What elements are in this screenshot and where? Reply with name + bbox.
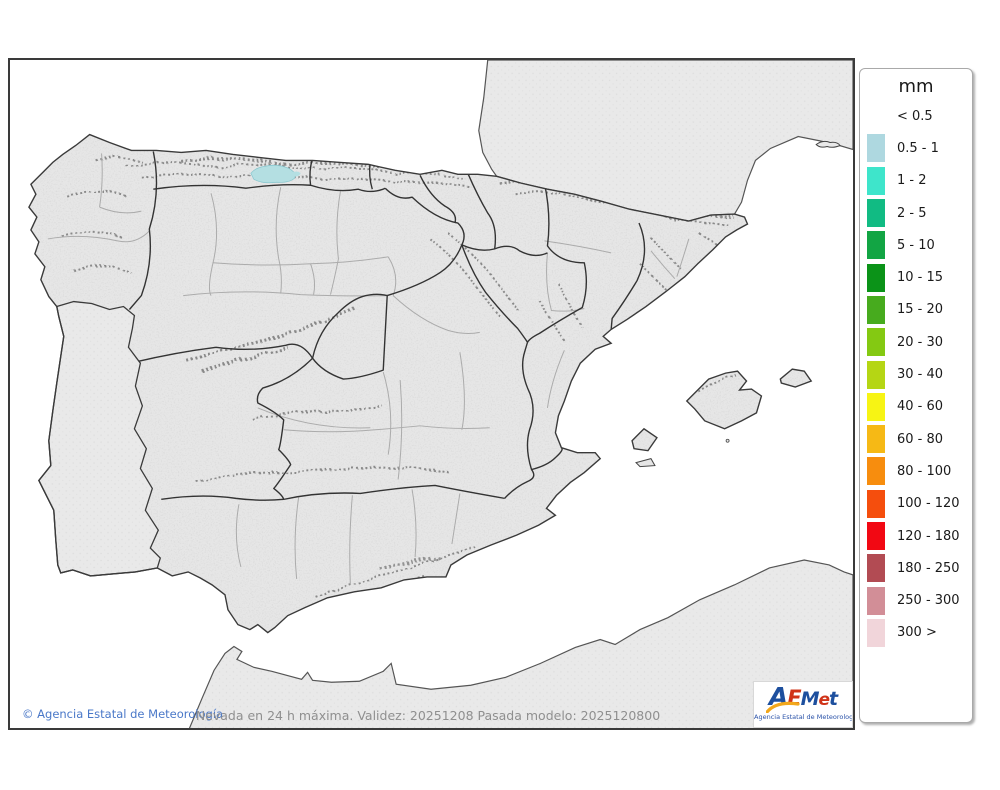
legend-label: 1 - 2 [897,173,927,189]
legend-swatch [867,134,885,163]
legend-item: 0.5 - 1 [860,132,972,164]
legend-item: < 0.5 [860,100,972,132]
map-caption: Nevada en 24 h máxima. Validez: 20251208… [195,708,661,723]
legend-label: 0.5 - 1 [897,140,939,156]
legend-item: 2 - 5 [860,197,972,229]
legend-label: 20 - 30 [897,334,944,350]
legend-swatch [867,263,885,292]
legend-swatch [867,295,885,324]
logo-subtitle: Agencia Estatal de Meteorología [754,713,853,721]
copyright-text: © Agencia Estatal de Meteorología [22,707,224,721]
legend-swatch [867,328,885,357]
legend-item: 15 - 20 [860,294,972,326]
snowfall-patch [250,164,301,184]
legend-item: 120 - 180 [860,520,972,552]
legend-swatch [867,392,885,421]
legend-label: 80 - 100 [897,463,952,479]
legend-item: 5 - 10 [860,229,972,261]
legend-label: 180 - 250 [897,560,960,576]
legend-label: 250 - 300 [897,593,960,609]
legend-item: 180 - 250 [860,552,972,584]
legend-item: 100 - 120 [860,488,972,520]
legend-panel: mm < 0.5 0.5 - 1 1 - 2 2 - 5 5 - 10 10 -… [859,68,973,723]
legend-label: 40 - 60 [897,399,944,415]
logo-swoosh-icon [766,701,800,713]
legend-label: < 0.5 [897,108,933,124]
province-borders [47,153,690,585]
coastline [28,133,813,634]
legend-label: 120 - 180 [897,528,960,544]
legend-title: mm [898,76,934,97]
legend-label: 15 - 20 [897,302,944,318]
community-borders [128,151,646,501]
aemet-logo-letters: AEMet [754,682,852,713]
legend-item: 80 - 100 [860,455,972,487]
logo-letter: M [800,688,820,710]
legend-label: 100 - 120 [897,496,960,512]
legend-label: 300 > [897,625,937,641]
aemet-logo: AEMet Agencia Estatal de Meteorología [753,681,853,728]
legend-swatch [867,231,885,260]
legend-swatch [867,618,885,647]
legend-swatch [867,554,885,583]
legend-item: 20 - 30 [860,326,972,358]
legend-label: 5 - 10 [897,237,935,253]
legend-item: 300 > [860,617,972,649]
legend-swatch [867,360,885,389]
legend-swatch [867,425,885,454]
legend-swatch [867,102,885,130]
spain-snowfall-map [10,60,853,728]
legend-item: 30 - 40 [860,358,972,390]
legend-label: 60 - 80 [897,431,944,447]
logo-letter: t [829,688,838,710]
legend-label: 30 - 40 [897,367,944,383]
legend-swatch [867,199,885,228]
legend-item: 250 - 300 [860,584,972,616]
legend-swatch [867,457,885,486]
legend-label: 2 - 5 [897,205,927,221]
legend-swatch [867,522,885,550]
legend-label: 10 - 15 [897,270,944,286]
legend-item: 40 - 60 [860,391,972,423]
legend-item: 1 - 2 [860,165,972,197]
legend-item: 10 - 15 [860,261,972,293]
legend-swatch [867,166,885,195]
legend-item: 60 - 80 [860,423,972,455]
legend-swatch [867,489,885,518]
logo-letter: e [818,690,830,710]
map-frame [8,58,855,730]
africa-landmass [188,559,853,728]
legend-swatch [867,586,885,615]
coastal-lagoons [815,140,841,148]
balearic-islands [631,368,813,452]
